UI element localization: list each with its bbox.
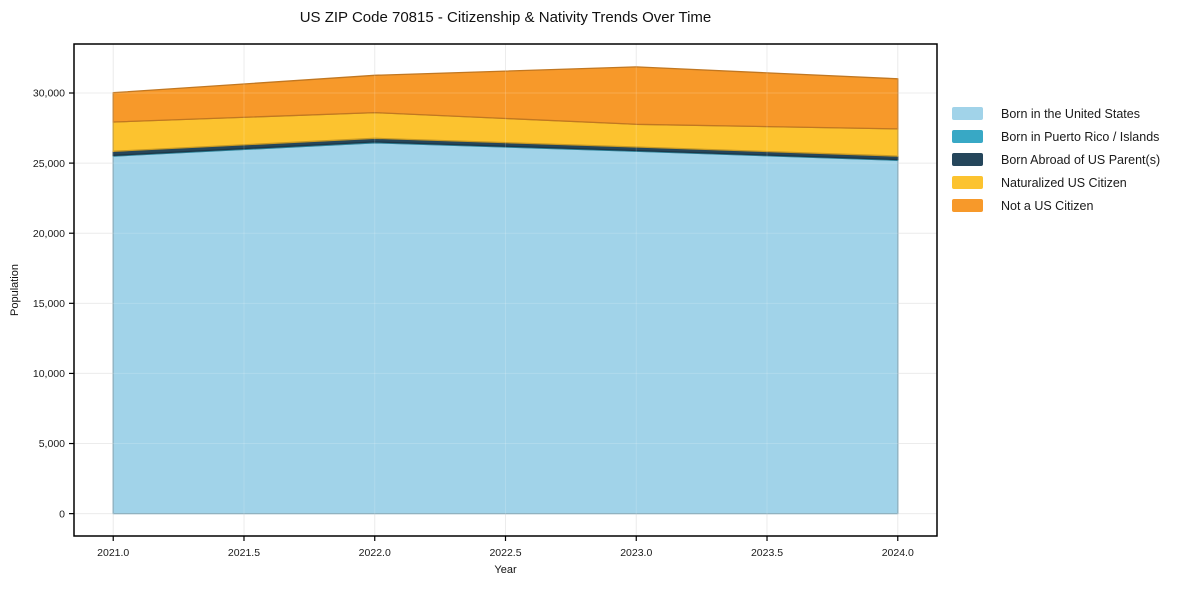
legend-swatch <box>952 176 983 189</box>
y-axis-label: Population <box>9 264 21 316</box>
y-tick-label: 25,000 <box>33 158 65 170</box>
legend-label: Born in the United States <box>1001 106 1140 121</box>
x-tick-label: 2022.5 <box>489 547 521 559</box>
area-series <box>112 66 899 130</box>
legend-swatch <box>952 130 983 143</box>
y-tick-label: 30,000 <box>33 88 65 100</box>
legend-label: Naturalized US Citizen <box>1001 175 1127 190</box>
y-tick-label: 0 <box>59 508 65 520</box>
x-tick-label: 2024.0 <box>882 547 914 559</box>
x-tick-label: 2021.5 <box>228 547 260 559</box>
chart-title: US ZIP Code 70815 - Citizenship & Nativi… <box>299 9 712 26</box>
x-tick-label: 2021.0 <box>97 547 129 559</box>
legend-label: Not a US Citizen <box>1001 198 1094 213</box>
legend-item: Born Abroad of US Parent(s) <box>952 148 1160 171</box>
x-tick-label: 2023.0 <box>620 547 652 559</box>
legend-item: Born in Puerto Rico / Islands <box>952 125 1160 148</box>
legend-label: Born Abroad of US Parent(s) <box>1001 152 1161 167</box>
legend: Born in the United States Born in Puerto … <box>952 102 1160 217</box>
y-tick-label: 5,000 <box>39 438 65 450</box>
legend-item: Naturalized US Citizen <box>952 171 1160 194</box>
legend-swatch <box>952 199 983 212</box>
legend-swatch <box>952 153 983 166</box>
y-tick-label: 10,000 <box>33 368 65 380</box>
y-tick-label: 15,000 <box>33 298 65 310</box>
legend-label: Born in Puerto Rico / Islands <box>1001 129 1160 144</box>
x-axis-label: Year <box>494 564 517 576</box>
x-tick-label: 2023.5 <box>751 547 783 559</box>
legend-swatch <box>952 107 983 120</box>
legend-item: Born in the United States <box>952 102 1160 125</box>
y-tick-label: 20,000 <box>33 228 65 240</box>
x-tick-label: 2022.0 <box>359 547 391 559</box>
legend-item: Not a US Citizen <box>952 194 1160 217</box>
